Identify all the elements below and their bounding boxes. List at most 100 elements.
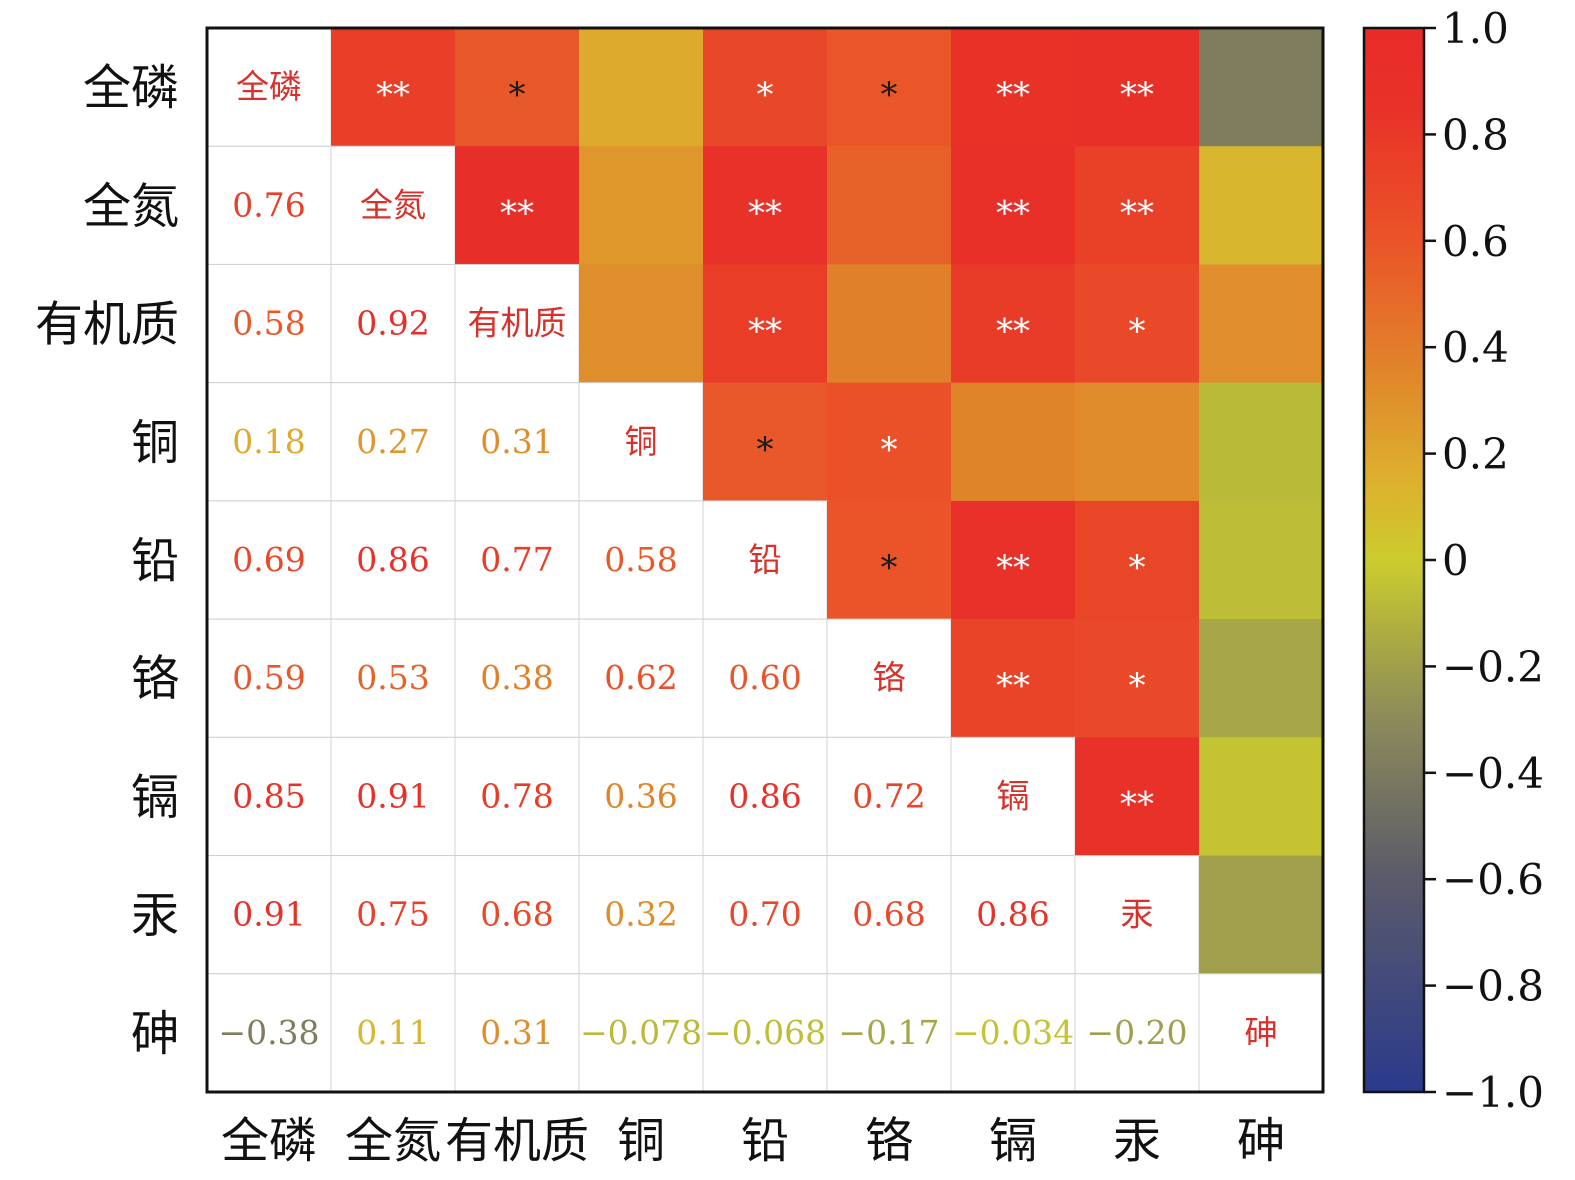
heatmap-cell-1-6	[951, 146, 1076, 265]
blank-cell-5-2	[454, 618, 580, 738]
heatmap-cell-1-2	[455, 146, 580, 265]
diagonal-label: 铬	[873, 658, 906, 697]
heatmap-cell-6-8	[1199, 737, 1324, 857]
correlation-value: −0.17	[838, 1013, 939, 1052]
heatmap-cell-2-4	[703, 264, 828, 384]
y-tick-label: 铬	[131, 651, 179, 707]
y-tick-label: 全磷	[83, 60, 179, 116]
heatmap-cell-5-6	[951, 619, 1076, 738]
heatmap-cell-2-3	[579, 264, 704, 384]
x-tick-label: 砷	[1237, 1113, 1285, 1169]
correlation-value: 0.68	[852, 895, 925, 934]
diagonal-label: 镉	[997, 776, 1030, 815]
blank-cell-0-0	[206, 27, 332, 147]
colorbar-tick-label: 0.2	[1442, 430, 1509, 479]
significance-mark: *	[509, 75, 526, 115]
significance-mark: *	[1129, 666, 1146, 706]
correlation-value: 0.91	[232, 895, 305, 934]
correlation-value: 0.62	[604, 658, 677, 697]
heatmap-cells	[206, 27, 1324, 1093]
blank-cell-8-1	[330, 973, 456, 1093]
blank-cell-5-3	[578, 618, 704, 738]
correlation-value: 0.58	[604, 540, 677, 579]
significance-mark: *	[881, 75, 898, 115]
diagonal-label: 砷	[1245, 1013, 1278, 1052]
heatmap-cell-3-5	[827, 382, 952, 502]
blank-cell-8-7	[1074, 973, 1200, 1093]
blank-cell-5-5	[826, 618, 952, 738]
colorbar-tick-label: 0.6	[1442, 217, 1509, 266]
significance-mark: *	[1129, 312, 1146, 352]
correlation-value: 0.38	[480, 658, 553, 697]
heatmap-cell-1-5	[827, 146, 952, 265]
correlation-value: 0.31	[480, 1013, 553, 1052]
heatmap-cell-4-6	[951, 500, 1076, 620]
diagonal-label: 铅	[749, 540, 782, 579]
heatmap-cell-0-1	[331, 28, 456, 147]
correlation-value: 0.59	[232, 658, 305, 697]
blank-cell-4-2	[454, 500, 580, 620]
x-tick-label: 铅	[741, 1113, 789, 1169]
significance-mark: **	[748, 312, 782, 352]
blank-cell-6-4	[702, 736, 828, 857]
plot-frame	[205, 26, 1325, 1094]
correlation-value: 0.18	[232, 422, 305, 461]
correlation-value: −0.20	[1086, 1013, 1187, 1052]
correlation-value: 0.75	[356, 895, 429, 934]
correlation-value: 0.86	[728, 776, 801, 815]
correlation-value: 0.86	[976, 895, 1049, 934]
blank-cell-1-1	[330, 145, 456, 265]
correlation-value: 0.32	[604, 895, 677, 934]
correlation-value: 0.70	[728, 895, 801, 934]
x-tick-label: 镉	[989, 1113, 1037, 1169]
correlation-value: 0.91	[356, 776, 429, 815]
significance-mark: *	[757, 75, 774, 115]
blank-cell-2-0	[206, 263, 332, 384]
colorbar-tick-label: −0.2	[1442, 642, 1544, 691]
blank-cell-8-2	[454, 973, 580, 1093]
x-tick-label: 全氮	[345, 1113, 441, 1169]
x-tick-label: 铬	[865, 1113, 913, 1169]
colorbar-tick-label: −0.4	[1442, 749, 1544, 798]
correlation-value: 0.31	[480, 422, 553, 461]
significance-mark: **	[996, 548, 1030, 588]
heatmap-cell-3-6	[951, 382, 1076, 502]
y-tick-label: 砷	[131, 1006, 179, 1062]
blank-cell-3-2	[454, 382, 580, 502]
blank-cell-8-0	[206, 973, 332, 1093]
blank-cell-7-7	[1074, 855, 1200, 975]
correlation-value: 0.69	[232, 540, 305, 579]
correlation-value: 0.36	[604, 776, 677, 815]
blank-cell-3-0	[206, 382, 332, 502]
heatmap-cell-2-8	[1199, 264, 1324, 384]
heatmap-cell-2-5	[827, 264, 952, 384]
heatmap-cell-1-7	[1075, 146, 1200, 265]
y-tick-label: 全氮	[83, 178, 179, 234]
blank-cell-5-4	[702, 618, 828, 738]
correlation-value: 0.60	[728, 658, 801, 697]
x-tick-label: 铜	[617, 1113, 665, 1169]
blank-cell-8-8	[1198, 973, 1324, 1093]
correlation-value: −0.034	[952, 1013, 1074, 1052]
heatmap-cell-0-8	[1199, 28, 1324, 147]
heatmap-labels: 全磷 ** * * * ** **0.76 全氮 ** ** ** **0.58 0.92 有机质 ** **…	[218, 67, 1277, 1052]
significance-mark: **	[1120, 784, 1154, 824]
y-tick-label: 汞	[131, 888, 179, 944]
blank-cell-7-0	[206, 855, 332, 975]
correlation-value: 0.27	[356, 422, 429, 461]
colorbar-gradient	[1364, 28, 1424, 1092]
significance-mark: **	[996, 193, 1030, 233]
diagonal-label: 全氮	[360, 185, 426, 224]
blank-cell-7-3	[578, 855, 704, 975]
correlation-value: 0.92	[356, 304, 429, 343]
heatmap-cell-5-8	[1199, 619, 1324, 738]
heatmap-cell-5-7	[1075, 619, 1200, 738]
blank-cell-5-1	[330, 618, 456, 738]
correlation-value: 0.85	[232, 776, 305, 815]
blank-cell-6-5	[826, 736, 952, 857]
significance-mark: *	[881, 548, 898, 588]
blank-cell-6-6	[950, 736, 1076, 857]
correlation-value: 0.72	[852, 776, 925, 815]
